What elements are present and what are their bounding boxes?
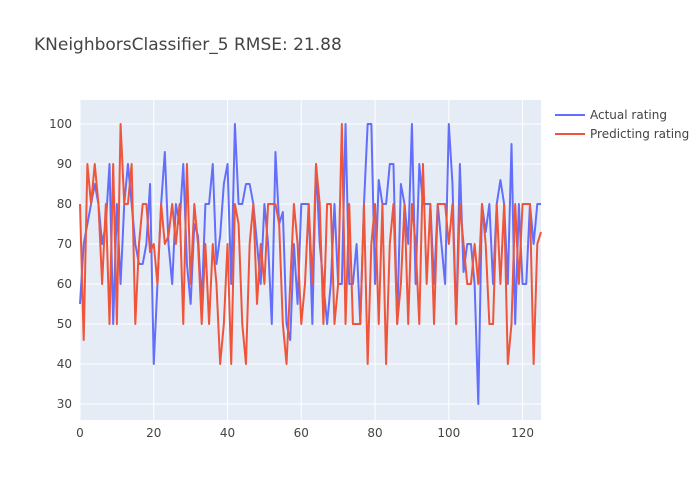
x-axis-ticks: 0 20 40 60 80 100 120	[76, 426, 534, 440]
y-tick-label: 60	[57, 277, 72, 291]
y-tick-label: 70	[57, 237, 72, 251]
chart-title: KNeighborsClassifier_5 RMSE: 21.88	[34, 35, 342, 55]
y-axis-ticks: 30 40 50 60 70 80 90 100	[49, 117, 72, 411]
x-tick-label: 80	[367, 426, 382, 440]
x-tick-label: 60	[294, 426, 309, 440]
legend-label-predicting[interactable]: Predicting rating	[590, 127, 689, 141]
legend-label-actual[interactable]: Actual rating	[590, 108, 667, 122]
x-tick-label: 120	[511, 426, 534, 440]
series-line-predicting	[79, 123, 542, 365]
y-tick-label: 30	[57, 397, 72, 411]
y-tick-label: 40	[57, 357, 72, 371]
y-tick-label: 90	[57, 157, 72, 171]
x-tick-label: 20	[146, 426, 161, 440]
x-tick-label: 100	[437, 426, 460, 440]
x-tick-label: 40	[220, 426, 235, 440]
x-tick-label: 0	[76, 426, 84, 440]
y-tick-label: 100	[49, 117, 72, 131]
y-tick-label: 80	[57, 197, 72, 211]
series-lines	[79, 123, 542, 405]
legend[interactable]: Actual rating Predicting rating	[555, 108, 689, 141]
y-tick-label: 50	[57, 317, 72, 331]
